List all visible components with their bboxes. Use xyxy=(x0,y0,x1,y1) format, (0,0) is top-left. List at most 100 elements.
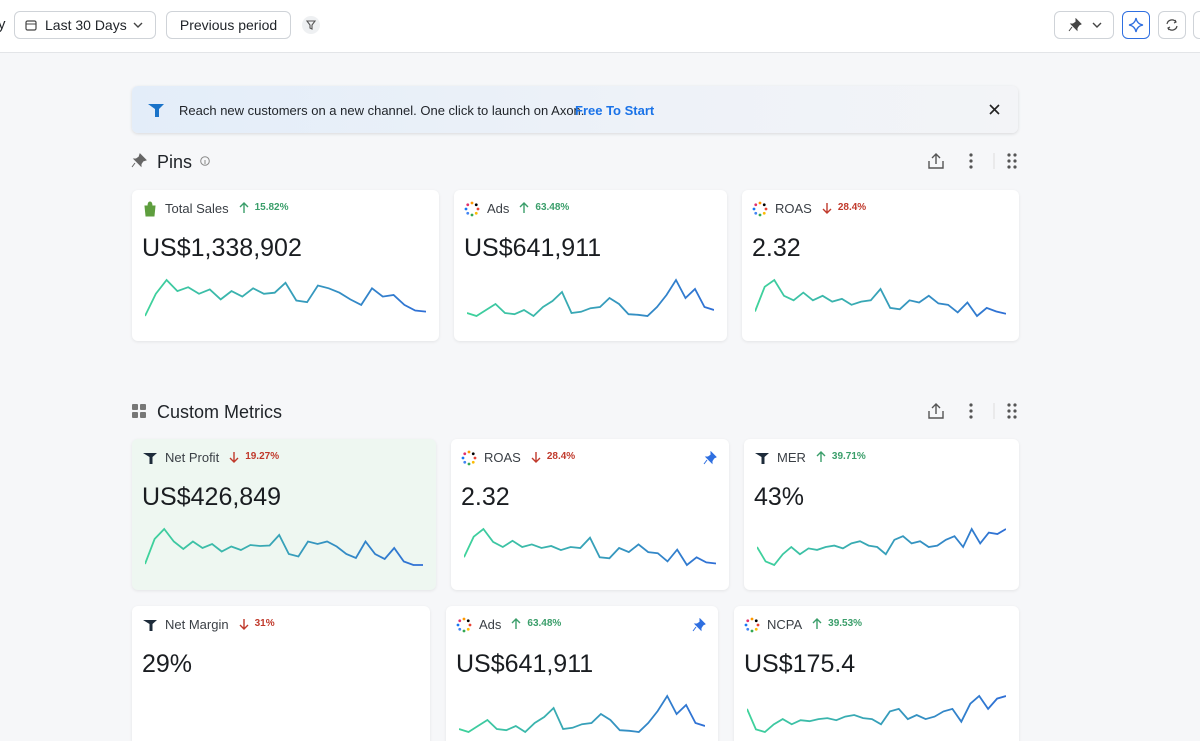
metric-card[interactable]: Net Profit 19.27% US$426,849 xyxy=(132,439,436,590)
dot xyxy=(458,619,462,623)
metric-change: 39.53% xyxy=(828,618,863,629)
metric-card[interactable]: ROAS 28.4% 2.32 xyxy=(451,439,729,590)
dot xyxy=(466,203,470,207)
dot xyxy=(754,203,758,207)
dot xyxy=(754,211,758,215)
more-dot xyxy=(969,159,973,163)
drag-dot xyxy=(1013,159,1017,163)
change-arrow xyxy=(816,451,826,462)
arrow xyxy=(239,619,249,630)
compare-label: Previous period xyxy=(179,17,278,33)
drag-dot xyxy=(1007,403,1011,407)
dot xyxy=(466,627,470,631)
pin-badge[interactable] xyxy=(703,451,717,465)
arrow xyxy=(519,202,529,213)
sparkline xyxy=(747,694,1006,734)
metric-value: 29% xyxy=(142,650,193,678)
dot xyxy=(474,211,478,215)
date-range-dropdown[interactable]: Last 30 Days xyxy=(14,11,156,39)
dot xyxy=(463,460,467,464)
dot xyxy=(467,462,471,466)
pin xyxy=(692,618,706,632)
metric-value: US$1,338,902 xyxy=(142,234,302,262)
sparkline-path xyxy=(467,278,714,318)
metric-change: 28.4% xyxy=(837,202,867,213)
arrow xyxy=(812,618,822,629)
metric-change: 39.71% xyxy=(831,451,866,462)
dot xyxy=(746,619,750,623)
sparkline xyxy=(145,527,423,566)
more-dot xyxy=(969,153,973,157)
metric-value: US$641,911 xyxy=(464,234,602,262)
dot xyxy=(471,460,475,464)
partial-label: y xyxy=(0,16,6,33)
pin-icon xyxy=(1068,18,1082,32)
share-icon[interactable] xyxy=(928,403,944,419)
dot xyxy=(474,203,478,207)
chevron xyxy=(1092,22,1102,28)
banner-link[interactable]: Free To Start xyxy=(575,103,655,118)
refresh-button[interactable] xyxy=(1158,11,1186,39)
dot xyxy=(758,201,762,205)
ads-icon xyxy=(752,201,768,217)
arrow xyxy=(531,452,541,463)
section-actions xyxy=(928,403,1017,419)
dot xyxy=(466,211,470,215)
calendar-icon xyxy=(25,20,37,31)
metric-change: 19.27% xyxy=(245,451,280,462)
compare-button[interactable]: Previous period xyxy=(166,11,291,39)
dot xyxy=(463,452,467,456)
section-title: Custom Metrics xyxy=(157,402,283,422)
metric-card[interactable]: Ads 63.48% US$641,911 xyxy=(454,190,727,341)
pin-dropdown[interactable] xyxy=(1054,11,1114,39)
info-icon[interactable] xyxy=(200,156,210,166)
dot xyxy=(473,456,477,460)
metric-name: Net Margin xyxy=(165,617,229,632)
change-arrow xyxy=(229,452,239,463)
dot xyxy=(752,207,756,211)
ai-button[interactable] xyxy=(1122,11,1150,39)
metric-card[interactable]: NCPA 39.53% US$175.4 xyxy=(734,606,1019,741)
dot xyxy=(468,623,472,627)
dot xyxy=(762,211,766,215)
metric-value: US$641,911 xyxy=(456,650,594,678)
drag-dot xyxy=(1007,409,1011,413)
arrow xyxy=(229,452,239,463)
dot xyxy=(467,450,471,454)
share-icon[interactable] xyxy=(928,153,944,169)
drag-dot xyxy=(1007,165,1011,169)
close-button[interactable] xyxy=(989,104,1000,115)
metric-name: ROAS xyxy=(484,450,521,465)
sparkline xyxy=(757,527,1006,567)
metric-card[interactable]: Ads 63.48% US$641,911 xyxy=(446,606,718,741)
whale-icon xyxy=(143,453,157,464)
metric-card[interactable]: Net Margin 31% 29% xyxy=(132,606,430,741)
metric-value: US$426,849 xyxy=(142,483,282,511)
filter-button[interactable] xyxy=(302,16,320,34)
pin-badge[interactable] xyxy=(692,618,706,632)
dot xyxy=(456,623,460,627)
metric-card[interactable]: Total Sales 15.82% US$1,338,902 xyxy=(132,190,439,341)
more-button[interactable] xyxy=(1193,11,1200,39)
whale-icon xyxy=(143,620,157,631)
metric-card[interactable]: MER 39.71% 43% xyxy=(744,439,1019,590)
metrics-section-icon xyxy=(132,404,146,418)
more-dot xyxy=(969,415,973,419)
refresh-icon xyxy=(1166,19,1178,31)
sparkline xyxy=(467,278,714,318)
ads-icon xyxy=(744,617,760,633)
change-arrow xyxy=(519,202,529,213)
more-dot xyxy=(969,409,973,413)
change-arrow xyxy=(239,202,249,213)
metric-name: NCPA xyxy=(767,617,803,632)
promo-banner: Reach new customers on a new channel. On… xyxy=(132,86,1018,133)
dot xyxy=(476,207,480,211)
metric-name: MER xyxy=(777,450,806,465)
dot xyxy=(754,627,758,631)
bag xyxy=(144,201,156,217)
dot xyxy=(762,203,766,207)
whale-icon xyxy=(755,453,769,464)
metric-card[interactable]: ROAS 28.4% 2.32 xyxy=(742,190,1019,341)
dot xyxy=(764,207,768,211)
metric-value: 43% xyxy=(754,483,805,511)
